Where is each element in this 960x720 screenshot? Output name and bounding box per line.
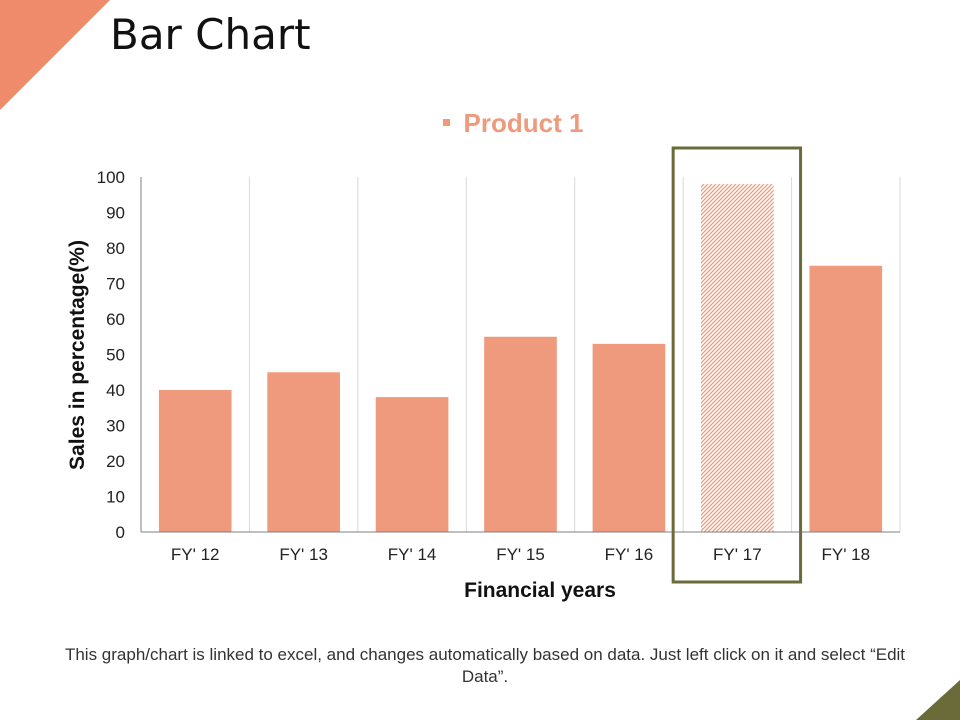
x-tick-labels: FY' 12 FY' 13 FY' 14 FY' 15 FY' 16 FY' 17 FY' … xyxy=(171,545,870,564)
y-tick-label: 0 xyxy=(116,523,125,542)
corner-triangle-shape xyxy=(916,680,960,720)
axes xyxy=(140,177,900,533)
y-axis-title: Sales in percentage(%) xyxy=(66,240,89,470)
footnote-text: This graph/chart is linked to excel, and… xyxy=(64,645,906,686)
y-tick-label: 10 xyxy=(106,488,125,507)
bar xyxy=(809,265,883,532)
y-tick-label: 60 xyxy=(106,310,125,329)
corner-decoration-bottom-right xyxy=(916,680,960,720)
bar xyxy=(701,184,774,532)
y-tick-label: 50 xyxy=(106,346,125,365)
x-tick-label: FY' 18 xyxy=(821,545,870,564)
y-tick-label: 100 xyxy=(97,168,125,187)
x-tick-label: FY' 12 xyxy=(171,545,220,564)
bars xyxy=(158,184,883,532)
bar xyxy=(592,343,666,532)
corner-decoration-top-left xyxy=(0,0,110,110)
bar xyxy=(267,372,340,532)
bar xyxy=(158,390,232,532)
y-tick-labels: 0 10 20 30 40 50 60 70 80 90 100 xyxy=(97,168,125,542)
gridlines xyxy=(248,177,901,532)
x-axis-title: Financial years xyxy=(464,579,616,602)
page-title: Bar Chart xyxy=(110,10,311,59)
legend-marker-icon xyxy=(442,118,450,126)
highlight-frame xyxy=(671,146,803,584)
x-tick-label: FY' 16 xyxy=(605,545,654,564)
chart-legend: Product 1 xyxy=(0,108,960,139)
legend-series-label: Product 1 xyxy=(463,108,584,138)
y-tick-label: 40 xyxy=(106,381,125,400)
bar xyxy=(375,397,449,532)
bar xyxy=(484,336,557,532)
x-tick-label: FY' 13 xyxy=(279,545,328,564)
y-tick-label: 90 xyxy=(106,204,125,223)
x-tick-label: FY' 14 xyxy=(388,545,437,564)
x-tick-label: FY' 15 xyxy=(496,545,545,564)
y-tick-label: 30 xyxy=(106,417,125,436)
corner-triangle-shape xyxy=(0,0,110,110)
y-tick-label: 80 xyxy=(106,239,125,258)
y-tick-label: 70 xyxy=(106,275,125,294)
y-tick-label: 20 xyxy=(106,452,125,471)
x-tick-label: FY' 17 xyxy=(713,545,762,564)
